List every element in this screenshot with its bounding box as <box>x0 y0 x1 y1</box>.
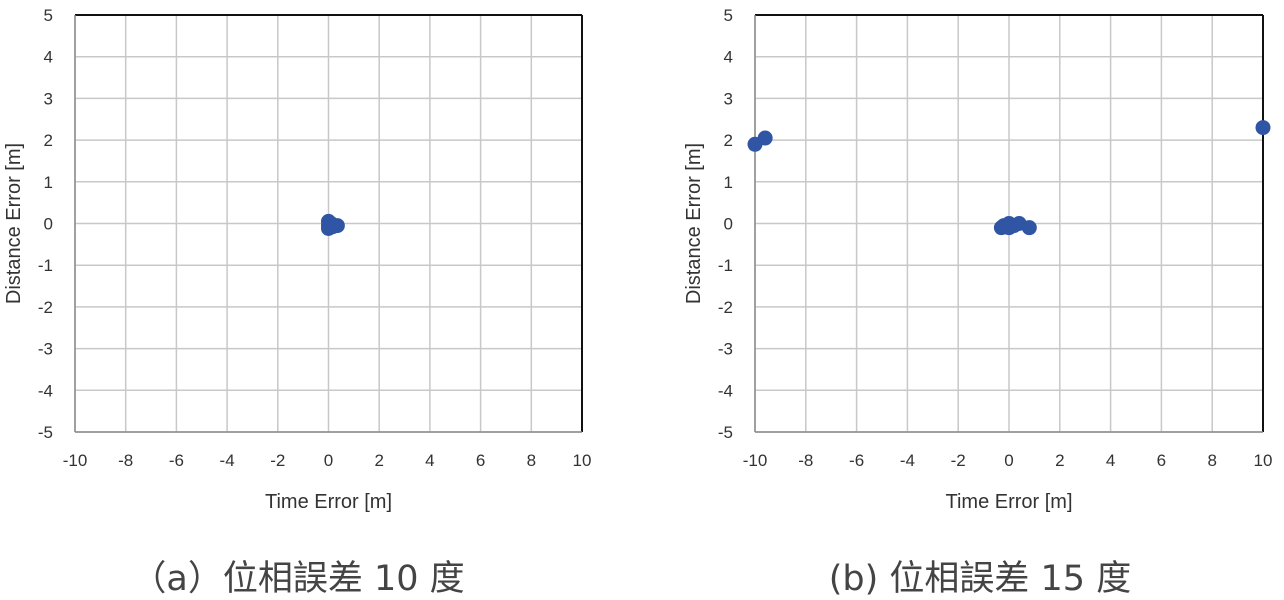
panel-caption: （a）位相誤差 10 度 <box>131 559 464 599</box>
y-tick-label: 5 <box>724 6 733 25</box>
x-tick-label: -4 <box>900 451 915 470</box>
y-tick-label: -3 <box>718 340 733 359</box>
x-tick-label: 2 <box>1055 451 1064 470</box>
y-axis-label: Distance Error [m] <box>3 143 25 304</box>
x-tick-label: 6 <box>476 451 485 470</box>
y-tick-label: -4 <box>718 381 733 400</box>
x-tick-label: -10 <box>63 451 88 470</box>
x-axis-label: Time Error [m] <box>265 491 392 513</box>
y-tick-label: -2 <box>38 298 53 317</box>
x-tick-label: 6 <box>1157 451 1166 470</box>
y-tick-label: 3 <box>44 89 53 108</box>
y-tick-label: 2 <box>724 131 733 150</box>
x-tick-label: 10 <box>1254 451 1273 470</box>
panel-caption: (b) 位相誤差 15 度 <box>829 559 1131 599</box>
y-tick-label: 5 <box>44 6 53 25</box>
data-point <box>1255 120 1271 136</box>
y-tick-label: 0 <box>724 215 733 234</box>
data-point <box>757 130 773 146</box>
x-tick-label: -4 <box>220 451 235 470</box>
x-tick-label: -6 <box>169 451 184 470</box>
y-tick-label: 1 <box>724 173 733 192</box>
y-tick-label: -2 <box>718 298 733 317</box>
x-tick-label: -2 <box>270 451 285 470</box>
x-axis-label: Time Error [m] <box>945 491 1072 513</box>
x-tick-label: 2 <box>374 451 383 470</box>
y-tick-label: 4 <box>44 48 53 67</box>
y-tick-label: -1 <box>718 256 733 275</box>
x-tick-label: 0 <box>1004 451 1013 470</box>
x-tick-label: 8 <box>527 451 536 470</box>
y-tick-label: -3 <box>38 340 53 359</box>
data-point <box>1021 220 1037 236</box>
x-tick-label: 10 <box>573 451 592 470</box>
x-tick-label: -2 <box>951 451 966 470</box>
x-tick-label: -6 <box>849 451 864 470</box>
y-tick-label: 1 <box>44 173 53 192</box>
x-tick-label: -8 <box>118 451 133 470</box>
y-axis-label: Distance Error [m] <box>683 143 705 304</box>
x-tick-label: 4 <box>425 451 434 470</box>
y-tick-label: -1 <box>38 256 53 275</box>
y-tick-label: 4 <box>724 48 733 67</box>
x-tick-label: -10 <box>743 451 768 470</box>
y-tick-label: 3 <box>724 89 733 108</box>
x-tick-label: 8 <box>1207 451 1216 470</box>
x-tick-label: 0 <box>324 451 333 470</box>
x-tick-label: 4 <box>1106 451 1115 470</box>
data-point <box>329 218 345 234</box>
x-tick-label: -8 <box>798 451 813 470</box>
y-tick-label: -5 <box>718 423 733 442</box>
y-tick-label: 2 <box>44 131 53 150</box>
y-tick-label: -4 <box>38 381 53 400</box>
y-tick-label: 0 <box>44 215 53 234</box>
y-tick-label: -5 <box>38 423 53 442</box>
